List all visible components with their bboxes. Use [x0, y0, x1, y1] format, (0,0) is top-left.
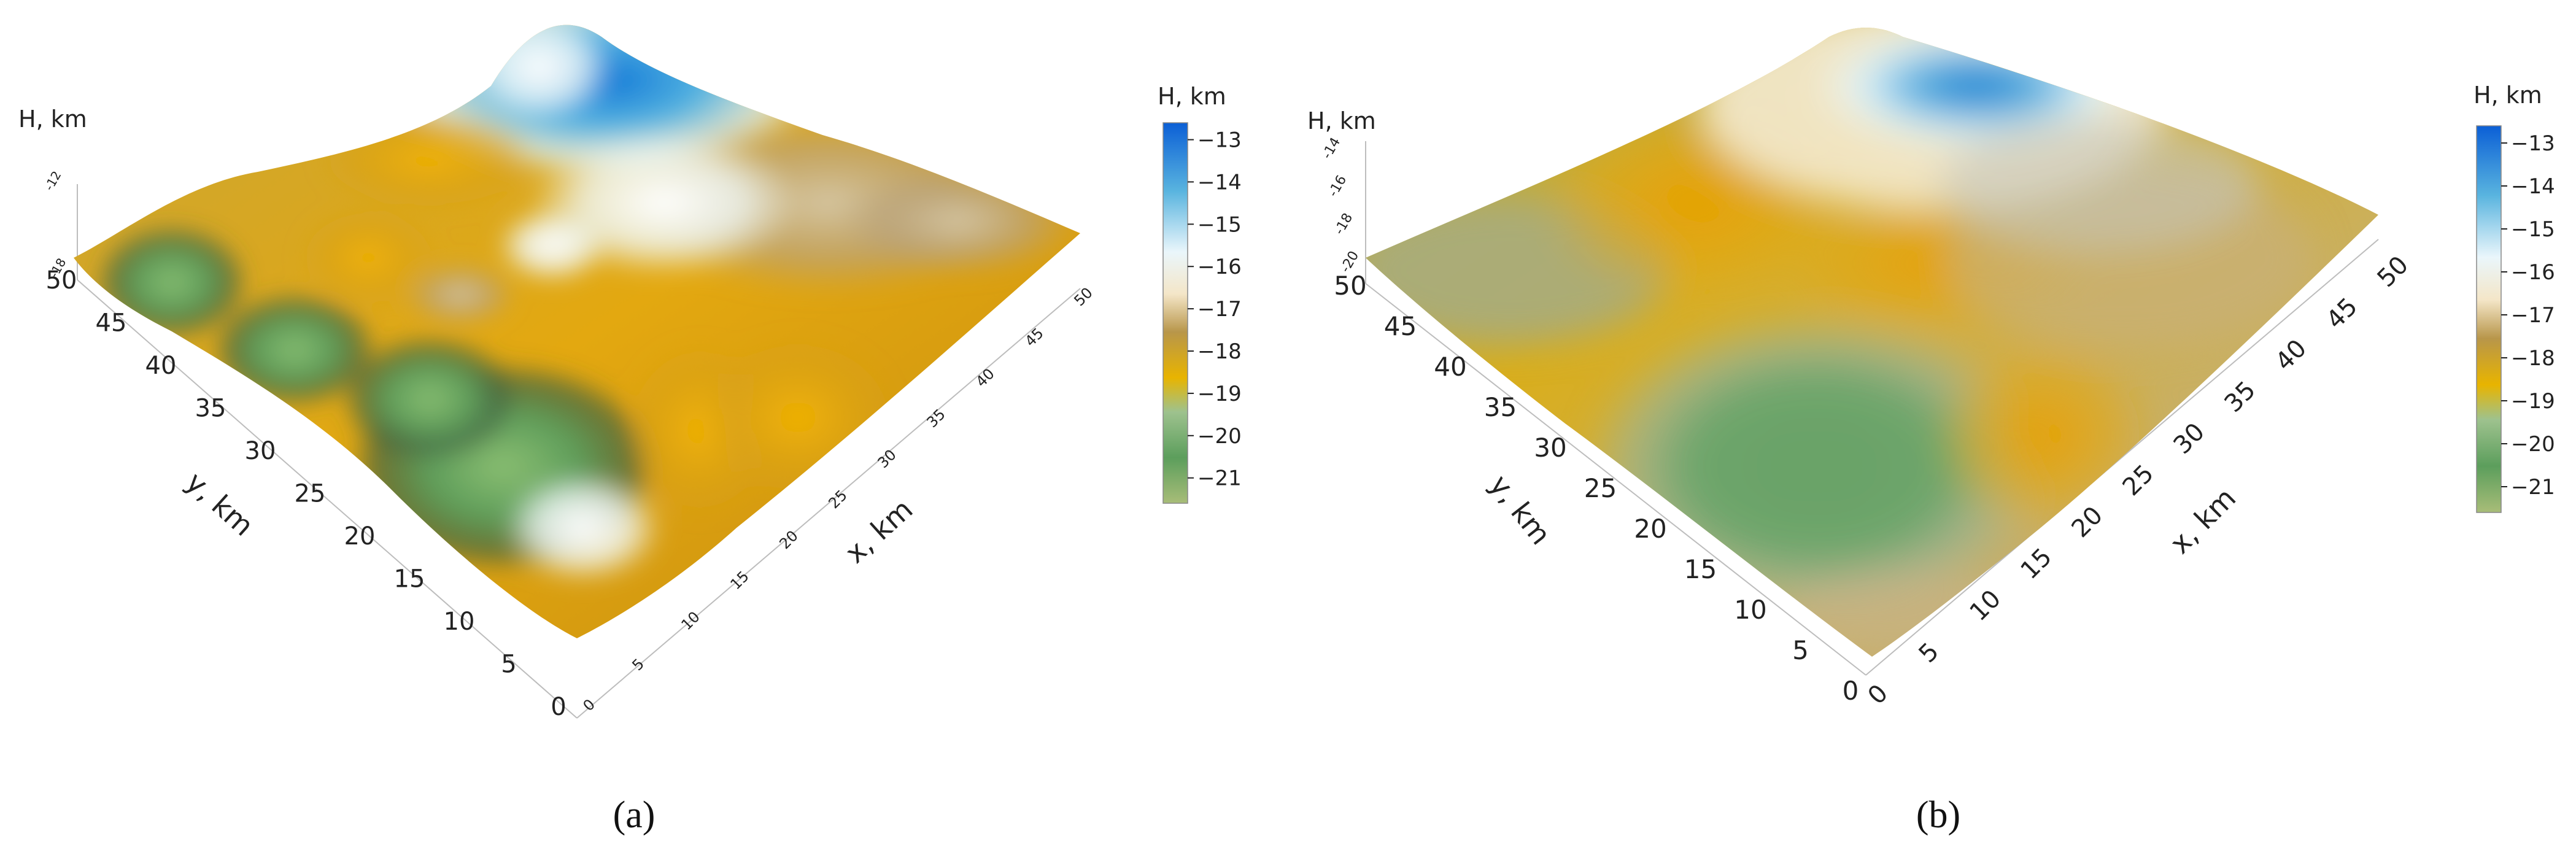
- a-y-tick-45: 45: [96, 309, 127, 338]
- b-x-tick-45: 45: [2321, 293, 2364, 335]
- a-colorbar-tick-label: −15: [1197, 212, 1242, 237]
- b-y-tick-35: 35: [1484, 392, 1517, 422]
- b-y-tick-0: 0: [1843, 676, 1859, 706]
- panel-b-colorbar: H, km −13 −14 −15 −16 −17 −18 −19 −20 −21: [2474, 82, 2555, 513]
- b-x-tick-35: 35: [2219, 376, 2262, 419]
- a-y-tick-10: 10: [444, 608, 475, 636]
- panel-a-xlabel: x, km: [838, 492, 919, 570]
- b-y-tick-50: 50: [1334, 271, 1366, 301]
- b-x-tick-20: 20: [2067, 501, 2109, 544]
- b-y-tick-45: 45: [1384, 311, 1417, 341]
- a-y-tick-20: 20: [344, 522, 376, 551]
- a-y-tick-0: 0: [551, 693, 566, 721]
- b-colorbar-tick-label: −13: [2511, 131, 2555, 156]
- b-colorbar-tick-label: −20: [2511, 432, 2555, 457]
- b-z-tick--16: -16: [1326, 173, 1350, 200]
- a-y-tick-50: 50: [46, 266, 77, 295]
- panel-b-colorbar-label: H, km: [2474, 82, 2542, 109]
- b-x-tick-5: 5: [1914, 638, 1945, 669]
- a-x-tick-0: 0: [579, 696, 598, 715]
- panel-a-z-ticks: -18-12: [41, 168, 69, 280]
- b-z-tick--14: -14: [1320, 135, 1344, 162]
- b-x-tick-50: 50: [2372, 251, 2415, 293]
- surface-a: [74, 25, 1080, 639]
- panel-b-zlabel: H, km: [1307, 107, 1376, 134]
- b-x-tick-30: 30: [2168, 418, 2211, 460]
- a-colorbar-tick-label: −21: [1197, 466, 1242, 491]
- b-y-tick-30: 30: [1534, 433, 1566, 463]
- a-colorbar-tick-label: −16: [1197, 255, 1242, 279]
- panel-a-colorbar: H, km −13 −14 −15 −16 −17 −18 −19 −20 −21: [1158, 83, 1242, 504]
- surface-b: [1366, 28, 2378, 657]
- b-y-tick-15: 15: [1684, 554, 1717, 584]
- b-colorbar-tick-label: −15: [2511, 217, 2555, 242]
- a-x-tick-35: 35: [923, 406, 948, 431]
- b-y-tick-5: 5: [1792, 635, 1809, 665]
- a-z-tick--12: -12: [41, 168, 64, 193]
- a-colorbar-tick-label: −14: [1197, 170, 1242, 195]
- panel-a-caption: (a): [613, 794, 656, 836]
- panel-a: H, km -18-12 0 5 10 15 20 25 30 35 40 45 50 0 5 10 15…: [18, 25, 1242, 836]
- panel-a-colorbar-label: H, km: [1158, 83, 1226, 110]
- b-y-tick-20: 20: [1634, 514, 1666, 544]
- panel-a-zlabel: H, km: [18, 106, 87, 133]
- a-x-tick-30: 30: [874, 446, 899, 471]
- panel-a-ylabel: y, km: [180, 465, 260, 543]
- b-colorbar-tick-label: −18: [2511, 346, 2555, 371]
- a-x-tick-20: 20: [776, 527, 801, 552]
- b-y-tick-25: 25: [1584, 473, 1617, 503]
- panel-b-colorbar-ticks: −13 −14 −15 −16 −17 −18 −19 −20 −21: [2501, 131, 2555, 500]
- a-x-tick-40: 40: [972, 365, 997, 390]
- a-colorbar-tick-label: −17: [1197, 297, 1242, 322]
- b-x-tick-25: 25: [2118, 460, 2160, 502]
- panel-b-caption: (b): [1916, 794, 1960, 836]
- a-x-tick-45: 45: [1021, 325, 1046, 350]
- b-x-tick-40: 40: [2270, 334, 2313, 377]
- b-colorbar-tick-label: −14: [2511, 174, 2555, 199]
- b-x-tick-15: 15: [2016, 543, 2058, 586]
- a-colorbar-tick-label: −18: [1197, 339, 1242, 364]
- b-colorbar-tick-label: −16: [2511, 260, 2555, 285]
- a-colorbar-tick-label: −20: [1197, 424, 1242, 449]
- panel-b-xlabel: x, km: [2164, 481, 2243, 560]
- b-colorbar-tick-label: −19: [2511, 389, 2555, 414]
- panel-a-y-ticks: 0 5 10 15 20 25 30 35 40 45 50: [46, 266, 567, 721]
- b-x-tick-10: 10: [1965, 585, 2007, 627]
- b-colorbar-tick-label: −17: [2511, 303, 2555, 328]
- a-colorbar-tick-label: −19: [1197, 382, 1242, 406]
- b-x-tick-0: 0: [1863, 679, 1894, 711]
- b-colorbar-tick-label: −21: [2511, 475, 2555, 500]
- panel-b-y-ticks: 0 5 10 15 20 25 30 35 40 45 50: [1334, 271, 1859, 706]
- a-y-tick-5: 5: [501, 651, 516, 679]
- panel-b: H, km -20-18-16-14 05101520253035404550 …: [1307, 28, 2555, 836]
- a-y-tick-35: 35: [195, 395, 226, 423]
- panel-b-ylabel: y, km: [1483, 469, 1557, 551]
- b-y-tick-40: 40: [1434, 352, 1466, 382]
- b-y-tick-10: 10: [1734, 595, 1766, 625]
- a-y-tick-15: 15: [394, 565, 425, 593]
- b-z-tick--18: -18: [1332, 211, 1356, 238]
- panel-a-colorbar-ticks: −13 −14 −15 −16 −17 −18 −19 −20 −21: [1188, 128, 1242, 491]
- a-x-tick-25: 25: [825, 487, 850, 512]
- a-colorbar-tick-label: −13: [1197, 128, 1242, 153]
- a-y-tick-25: 25: [295, 480, 326, 508]
- panel-b-axes: [1365, 141, 2379, 676]
- panel-a-axes: [77, 184, 1081, 719]
- a-x-tick-50: 50: [1070, 284, 1096, 309]
- a-x-tick-10: 10: [678, 608, 703, 633]
- a-y-tick-30: 30: [245, 437, 276, 465]
- a-y-tick-40: 40: [145, 352, 177, 380]
- panel-b-z-ticks: -20-18-16-14: [1320, 135, 1363, 276]
